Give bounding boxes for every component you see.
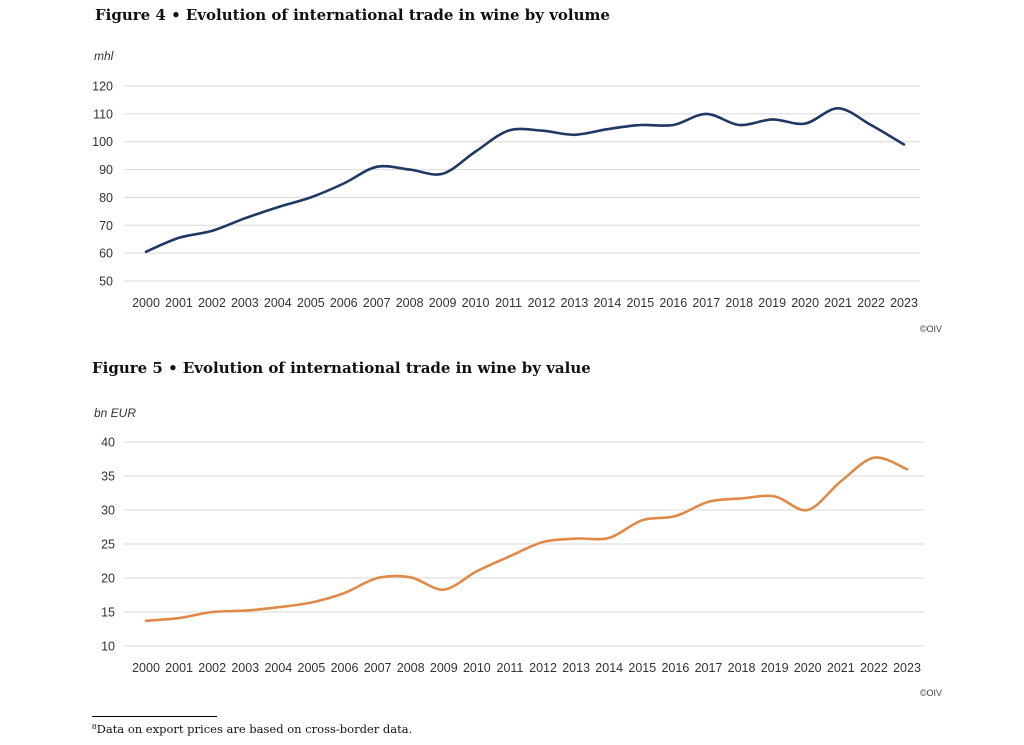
x-tick-label: 2015 <box>626 296 654 310</box>
x-tick-label: 2008 <box>396 296 424 310</box>
x-tick-label: 2018 <box>728 661 756 675</box>
y-tick-label: 110 <box>93 107 113 121</box>
y-tick-label: 40 <box>101 436 115 450</box>
x-tick-label: 2008 <box>397 661 425 675</box>
volume-chart: mhl 50 60 70 80 90 100 110 120 2000 2001 2002 2003 20… <box>92 49 942 334</box>
y-tick-label: 20 <box>101 572 115 586</box>
x-tick-label: 2019 <box>761 661 789 675</box>
x-tick-label: 2001 <box>165 661 193 675</box>
x-tick-label: 2021 <box>824 296 852 310</box>
x-tick-label: 2012 <box>528 296 556 310</box>
x-tick-label: 2021 <box>827 661 855 675</box>
x-tick-label: 2020 <box>794 661 822 675</box>
x-tick-label: 2016 <box>661 661 689 675</box>
x-tick-label: 2006 <box>331 661 359 675</box>
x-tick-label: 2016 <box>659 296 687 310</box>
x-tick-label: 2009 <box>429 296 457 310</box>
x-tick-label: 2003 <box>231 296 259 310</box>
x-tick-label: 2020 <box>791 296 819 310</box>
x-tick-label: 2015 <box>628 661 656 675</box>
x-tick-label: 2023 <box>893 661 921 675</box>
figure-4-title: Figure 4 • Evolution of international tr… <box>95 6 610 24</box>
x-tick-label: 2000 <box>132 661 160 675</box>
y-tick-label: 35 <box>101 470 115 484</box>
y-tick-label: 15 <box>101 606 115 620</box>
y-tick-label: 25 <box>101 538 115 552</box>
x-tick-label: 2011 <box>497 661 524 675</box>
x-tick-label: 2002 <box>198 296 226 310</box>
series-line <box>144 106 906 254</box>
x-tick-label: 2013 <box>562 661 590 675</box>
x-tick-label: 2022 <box>860 661 888 675</box>
y-tick-label: 30 <box>101 504 115 518</box>
x-tick-label: 2006 <box>330 296 358 310</box>
figure-5-title: Figure 5 • Evolution of international tr… <box>92 359 591 377</box>
x-tick-label: 2010 <box>463 661 491 675</box>
x-tick-label: 2013 <box>561 296 589 310</box>
y-tick-label: 100 <box>92 135 113 149</box>
y-tick-label: 120 <box>92 80 113 94</box>
footnote: ⁸Data on export prices are based on cros… <box>92 722 413 736</box>
x-tick-label: 2007 <box>363 296 391 310</box>
y-tick-label: 80 <box>99 191 113 205</box>
x-tick-label: 2001 <box>165 296 193 310</box>
y-unit-label: bn EUR <box>94 406 136 420</box>
x-tick-label: 2007 <box>364 661 392 675</box>
y-tick-label: 90 <box>99 163 113 177</box>
x-tick-label: 2000 <box>132 296 160 310</box>
x-tick-label: 2004 <box>264 661 292 675</box>
x-tick-label: 2011 <box>495 296 522 310</box>
x-tick-label: 2012 <box>529 661 557 675</box>
x-tick-label: 2010 <box>462 296 490 310</box>
chart-credit: ©OIV <box>920 688 942 698</box>
x-tick-label: 2003 <box>231 661 259 675</box>
y-tick-label: 70 <box>99 219 113 233</box>
x-tick-label: 2017 <box>695 661 723 675</box>
y-tick-label: 60 <box>99 247 113 261</box>
x-tick-label: 2014 <box>595 661 623 675</box>
x-tick-label: 2005 <box>298 661 326 675</box>
x-tick-label: 2002 <box>198 661 226 675</box>
x-tick-label: 2019 <box>758 296 786 310</box>
value-chart: bn EUR 10 15 20 25 30 35 40 2000 2001 2002 2003 2004… <box>94 406 942 698</box>
x-tick-label: 2005 <box>297 296 325 310</box>
x-tick-label: 2014 <box>593 296 621 310</box>
x-tick-label: 2023 <box>890 296 918 310</box>
chart-credit: ©OIV <box>920 324 942 334</box>
x-tick-label: 2009 <box>430 661 458 675</box>
y-unit-label: mhl <box>94 49 114 63</box>
x-tick-label: 2018 <box>725 296 753 310</box>
series-line <box>144 456 909 623</box>
x-tick-label: 2022 <box>857 296 885 310</box>
footnote-divider <box>92 716 217 717</box>
x-tick-label: 2004 <box>264 296 292 310</box>
y-tick-label: 10 <box>101 640 115 654</box>
y-tick-label: 50 <box>99 275 113 289</box>
x-tick-label: 2017 <box>692 296 720 310</box>
